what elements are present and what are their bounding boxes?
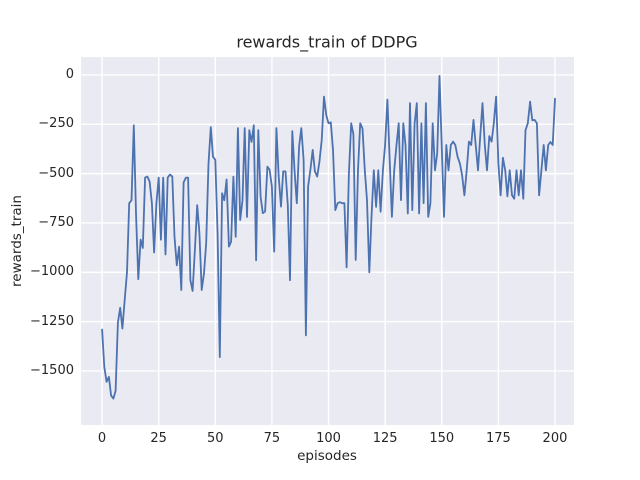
x-tick-label: 0 <box>97 431 107 446</box>
y-tick-label: −1000 <box>30 264 74 280</box>
chart-title: rewards_train of DDPG <box>236 32 418 52</box>
x-tick-label: 100 <box>316 431 341 446</box>
x-tick-label: 50 <box>207 431 224 446</box>
y-tick-label: −500 <box>38 165 74 181</box>
x-tick-label: 75 <box>263 431 281 446</box>
x-tick-label: 200 <box>542 431 568 446</box>
x-axis-label: episodes <box>297 448 357 464</box>
y-tick-label: −750 <box>38 214 74 230</box>
y-tick-label: 0 <box>65 66 74 82</box>
x-tick-label: 25 <box>150 431 167 446</box>
y-tick-label: −1500 <box>30 362 74 378</box>
y-tick-label: −250 <box>38 116 74 132</box>
x-tick-label: 175 <box>485 431 511 446</box>
y-axis-label: rewards_train <box>9 195 25 287</box>
x-tick-label: 150 <box>429 431 455 446</box>
x-tick-label: 125 <box>372 431 398 446</box>
series-line <box>101 74 556 400</box>
line-chart-canvas <box>81 57 574 425</box>
y-tick-label: −1250 <box>30 313 74 329</box>
plot-area <box>81 57 574 425</box>
